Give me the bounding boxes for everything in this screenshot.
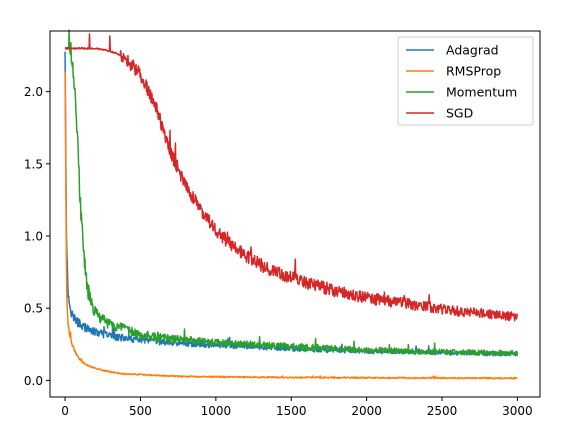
y-tick-label: 0.5 bbox=[24, 302, 43, 316]
y-tick-label: 2.0 bbox=[24, 85, 43, 99]
y-axis: 0.0 0.5 1.0 1.5 2.0 bbox=[24, 85, 50, 388]
x-tick-label: 2000 bbox=[351, 404, 382, 418]
legend-label-adagrad: Adagrad bbox=[446, 43, 499, 58]
x-axis: 0 500 1000 1500 2000 2500 3000 bbox=[61, 397, 533, 418]
y-tick-label: 1.5 bbox=[24, 157, 43, 171]
x-tick-label: 2500 bbox=[427, 404, 458, 418]
x-tick-label: 0 bbox=[61, 404, 69, 418]
legend: Adagrad RMSProp Momentum SGD bbox=[397, 36, 534, 126]
plot-frame bbox=[49, 30, 541, 398]
legend-box bbox=[397, 36, 534, 126]
x-tick-label: 1500 bbox=[276, 404, 307, 418]
series-line-rmsprop bbox=[64, 71, 518, 380]
series-line-sgd bbox=[64, 33, 519, 322]
series-layer bbox=[64, 29, 519, 380]
legend-label-sgd: SGD bbox=[446, 106, 473, 121]
x-tick-label: 500 bbox=[129, 404, 152, 418]
x-tick-label: 3000 bbox=[502, 404, 533, 418]
series-line-momentum bbox=[64, 29, 519, 357]
legend-label-momentum: Momentum bbox=[446, 85, 517, 100]
legend-label-rmsprop: RMSProp bbox=[446, 64, 501, 79]
y-tick-label: 1.0 bbox=[24, 230, 43, 244]
x-tick-label: 1000 bbox=[201, 404, 232, 418]
y-tick-label: 0.0 bbox=[24, 374, 43, 388]
